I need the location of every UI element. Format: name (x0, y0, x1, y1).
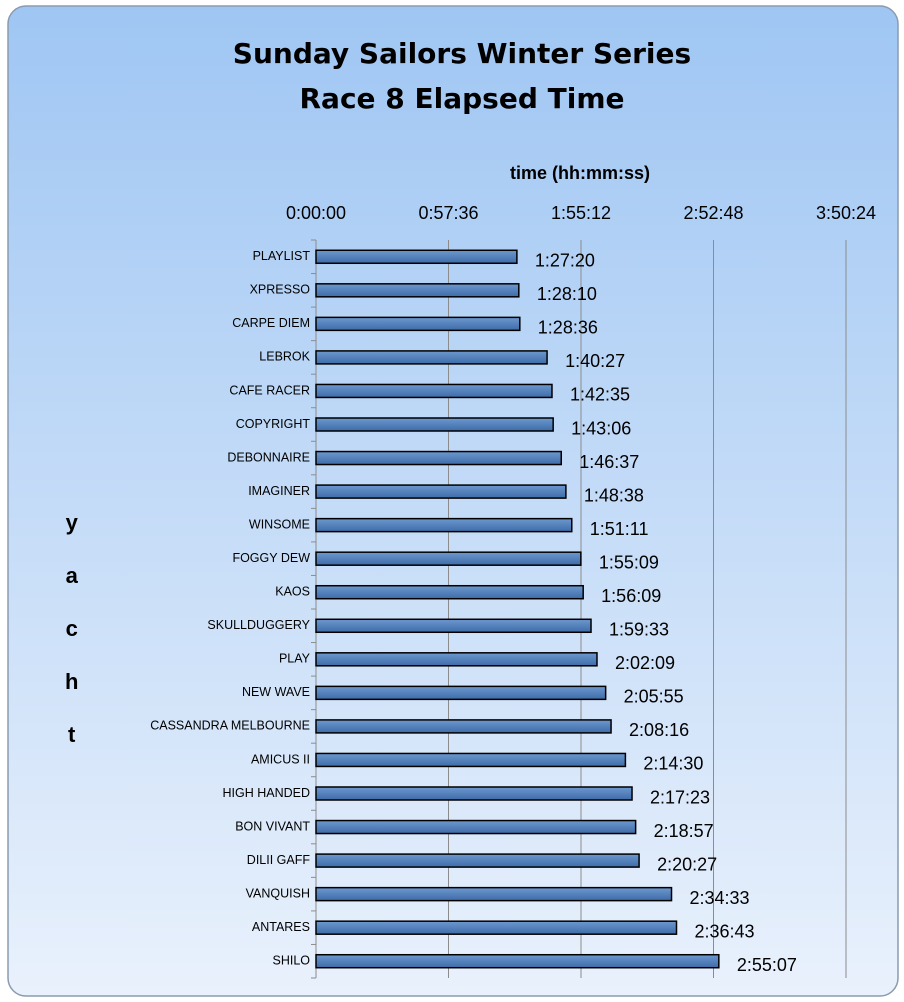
bar (315, 752, 627, 768)
bar (315, 853, 640, 868)
y-tick-label: AMICUS II (251, 752, 310, 766)
y-tick-label: ANTARES (252, 920, 310, 934)
x-tick-label: 1:55:12 (551, 203, 611, 223)
data-label: 2:05:55 (624, 687, 684, 707)
y-tick-label: BON VIVANT (235, 819, 310, 833)
data-label: 1:28:10 (537, 284, 597, 304)
x-tick-label: 3:50:24 (816, 203, 876, 223)
bar (315, 249, 518, 265)
data-label: 2:18:57 (654, 821, 714, 841)
data-label: 1:43:06 (571, 418, 631, 438)
y-tick-label: VANQUISH (246, 886, 310, 900)
bar (315, 786, 633, 801)
data-label: 1:56:09 (601, 586, 661, 606)
y-tick-label: HIGH HANDED (222, 786, 310, 800)
y-tick-label: SHILO (272, 954, 310, 968)
bar (315, 652, 598, 667)
y-tick-label: DEBONNAIRE (227, 450, 310, 464)
chart-title: Race 8 Elapsed Time (300, 82, 625, 115)
y-tick-label: SKULLDUGGERY (207, 618, 310, 632)
data-label: 2:14:30 (643, 754, 703, 774)
y-tick-label: LEBROK (259, 350, 310, 364)
y-tick-label: KAOS (275, 585, 310, 599)
bar (315, 450, 563, 466)
data-label: 1:42:35 (570, 385, 630, 405)
y-tick-label: COPYRIGHT (236, 417, 311, 431)
data-label: 1:28:36 (538, 318, 598, 338)
y-tick-label: NEW WAVE (242, 685, 310, 699)
data-label: 2:02:09 (615, 653, 675, 673)
data-label: 1:27:20 (535, 251, 595, 271)
data-label: 1:51:11 (590, 519, 649, 539)
bar (315, 484, 567, 499)
y-tick-label: IMAGINER (248, 484, 310, 498)
y-tick-label: CASSANDRA MELBOURNE (150, 719, 310, 733)
y-tick-label: WINSOME (249, 517, 310, 531)
bar (315, 350, 548, 365)
x-tick-label: 2:52:48 (683, 203, 743, 223)
bar (315, 719, 612, 734)
data-label: 1:48:38 (584, 485, 644, 505)
bar (315, 417, 554, 432)
data-label: 2:08:16 (629, 720, 689, 740)
bar (315, 920, 678, 935)
data-label: 2:55:07 (737, 955, 797, 975)
x-tick-label: 0:57:36 (418, 203, 478, 223)
y-tick-label: PLAYLIST (253, 249, 311, 263)
y-tick-label: XPRESSO (250, 283, 311, 297)
y-tick-label: FOGGY DEW (232, 551, 310, 565)
bar (315, 584, 584, 600)
data-label: 1:46:37 (579, 452, 639, 472)
bar (315, 819, 637, 835)
bar (315, 551, 582, 566)
data-label: 1:59:33 (609, 620, 669, 640)
bar (315, 383, 553, 399)
bar (315, 316, 521, 332)
bar (315, 517, 573, 533)
data-label: 1:55:09 (599, 552, 659, 572)
chart-title: Sunday Sailors Winter Series (233, 37, 691, 70)
bar (315, 283, 520, 298)
data-label: 2:36:43 (695, 921, 755, 941)
data-label: 2:34:33 (690, 888, 750, 908)
data-label: 2:17:23 (650, 787, 710, 807)
bar (315, 886, 673, 902)
data-label: 1:40:27 (565, 351, 625, 371)
x-tick-label: 0:00:00 (286, 203, 346, 223)
x-axis-label: time (hh:mm:ss) (510, 163, 650, 183)
y-axis-label: yacht (59, 510, 84, 775)
y-tick-label: PLAY (279, 652, 311, 666)
bar (315, 685, 607, 701)
y-tick-label: CARPE DIEM (232, 316, 310, 330)
y-tick-label: DILII GAFF (247, 853, 311, 867)
data-label: 2:20:27 (657, 854, 717, 874)
y-tick-label: CAFE RACER (229, 383, 310, 397)
bar (315, 953, 720, 969)
bar (315, 618, 592, 634)
chart-background (7, 5, 899, 997)
